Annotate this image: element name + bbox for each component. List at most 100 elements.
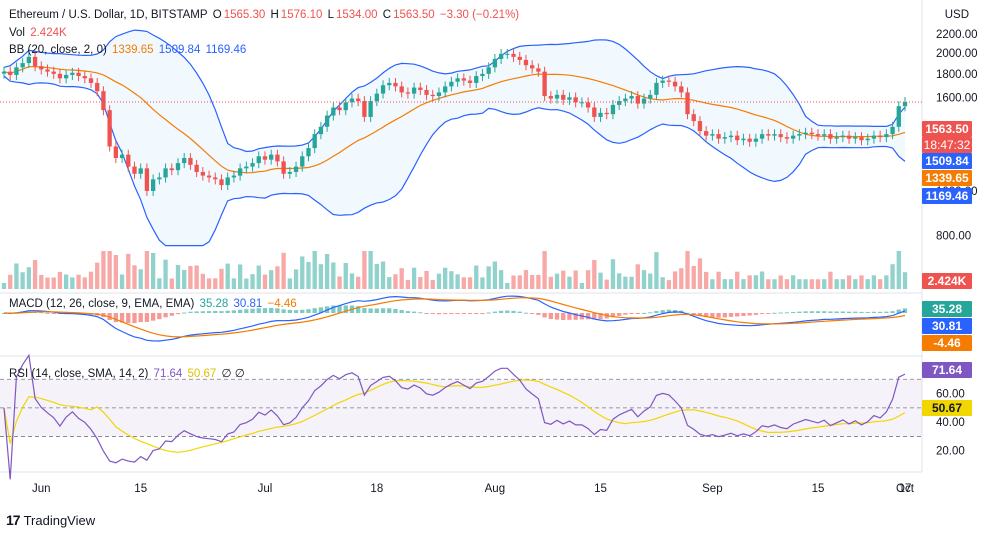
candle-body xyxy=(505,53,510,55)
candle-body xyxy=(436,92,442,97)
candle-body xyxy=(256,156,261,164)
volume-bar xyxy=(324,254,330,289)
volume-bar xyxy=(461,277,466,289)
candle-body xyxy=(735,135,740,141)
volume-bar xyxy=(318,264,324,289)
volume-bar xyxy=(343,263,348,289)
macd-histogram-bar xyxy=(703,313,709,318)
volume-bar xyxy=(691,265,696,289)
volume-bar xyxy=(579,283,585,289)
volume-legend[interactable]: Vol 2.424K xyxy=(9,27,69,39)
macd-histogram-bar xyxy=(200,311,206,313)
macd-histogram-bar xyxy=(710,313,715,318)
candle-body xyxy=(88,78,94,83)
volume-bar xyxy=(766,279,771,289)
macd-histogram-bar xyxy=(610,313,616,318)
volume-bar xyxy=(8,274,13,289)
macd-histogram-bar xyxy=(175,313,181,315)
macd-histogram-bar xyxy=(741,313,746,316)
candle-body xyxy=(598,112,603,117)
volume-bar xyxy=(703,271,709,289)
candle-body xyxy=(498,53,504,59)
candle-body xyxy=(424,89,429,95)
rsi-pane xyxy=(0,353,922,480)
macd-hist-badge: 35.28 xyxy=(922,301,972,317)
macd-histogram-bar xyxy=(132,313,137,324)
candle-body xyxy=(573,97,578,103)
macd-histogram-bar xyxy=(691,313,696,315)
bb-legend[interactable]: BB (20, close, 2, 0) 1339.65 1509.84 116… xyxy=(9,44,248,56)
candle-body xyxy=(865,138,870,141)
volume-bar xyxy=(76,274,81,289)
volume-bar xyxy=(393,274,398,289)
volume-bar xyxy=(735,271,740,289)
volume-bar xyxy=(411,267,417,289)
macd-histogram-bar xyxy=(126,313,131,324)
close-label: C xyxy=(382,9,392,21)
tradingview-logo[interactable]: 17 TradingView xyxy=(6,512,95,528)
macd-histogram-bar xyxy=(753,313,759,315)
volume-bar xyxy=(244,278,249,289)
macd-signal-badge: -4.46 xyxy=(922,335,972,351)
bb-lower-value: 1169.46 xyxy=(205,44,247,56)
candle-body xyxy=(517,56,522,60)
volume-bar xyxy=(293,269,299,289)
candle-body xyxy=(604,112,609,115)
currency-label: USD xyxy=(944,9,969,21)
macd-histogram-bar xyxy=(436,313,442,315)
macd-histogram-bar xyxy=(554,313,560,320)
macd-histogram-bar xyxy=(356,306,361,313)
volume-bar xyxy=(368,251,373,289)
macd-histogram-bar xyxy=(790,311,796,313)
candle-body xyxy=(523,59,529,66)
macd-histogram-bar xyxy=(561,313,566,321)
volume-bar xyxy=(356,276,361,289)
candle-body xyxy=(480,73,485,77)
volume-bar xyxy=(126,253,131,289)
candle-body xyxy=(113,146,119,158)
price-tick-label: 2000.00 xyxy=(936,48,978,60)
candle-body xyxy=(846,135,852,139)
macd-histogram-bar xyxy=(492,311,498,313)
volume-bar xyxy=(449,271,454,289)
candle-body xyxy=(623,98,628,102)
candle-body xyxy=(784,137,790,139)
volume-bar xyxy=(784,279,790,289)
volume-bar xyxy=(387,277,392,289)
volume-bar xyxy=(623,276,628,289)
candle-body xyxy=(840,135,846,138)
volume-bar xyxy=(567,276,572,289)
macd-histogram-bar xyxy=(759,313,765,314)
volume-bar xyxy=(790,275,796,289)
macd-histogram-bar xyxy=(592,313,597,320)
macd-histogram-bar xyxy=(418,312,423,314)
macd-histogram-bar xyxy=(809,311,814,313)
rsi-extra: ∅ ∅ xyxy=(221,368,245,380)
candle-body xyxy=(753,138,759,142)
candle-body xyxy=(262,156,268,160)
candle-body xyxy=(430,94,435,97)
volume-bar xyxy=(697,258,703,289)
macd-histogram-bar xyxy=(523,312,529,314)
candle-body xyxy=(380,85,386,94)
candle-body xyxy=(474,76,479,83)
macd-label: MACD (12, 26, close, 9, EMA, EMA) xyxy=(9,298,195,310)
rsi-legend[interactable]: RSI (14, close, SMA, 14, 2) 71.64 50.67 … xyxy=(9,366,247,380)
price-pane xyxy=(0,29,922,247)
time-tick-label: 17 xyxy=(899,483,912,495)
macd-legend[interactable]: MACD (12, 26, close, 9, EMA, EMA) 35.28 … xyxy=(9,298,299,310)
candle-body xyxy=(356,98,361,102)
macd-histogram-bar xyxy=(244,309,249,313)
macd-histogram-bar xyxy=(722,313,727,318)
candle-body xyxy=(697,121,703,132)
symbol-legend[interactable]: Ethereum / U.S. Dollar, 1D, BITSTAMP O 15… xyxy=(9,9,521,21)
candle-body xyxy=(244,166,249,169)
candle-body xyxy=(716,134,721,139)
rsi-value: 71.64 xyxy=(153,368,183,380)
macd-histogram-bar xyxy=(287,309,292,313)
candle-body xyxy=(387,82,392,86)
volume-bar xyxy=(45,277,50,289)
volume-bar xyxy=(498,270,504,289)
candle-body xyxy=(890,126,895,135)
